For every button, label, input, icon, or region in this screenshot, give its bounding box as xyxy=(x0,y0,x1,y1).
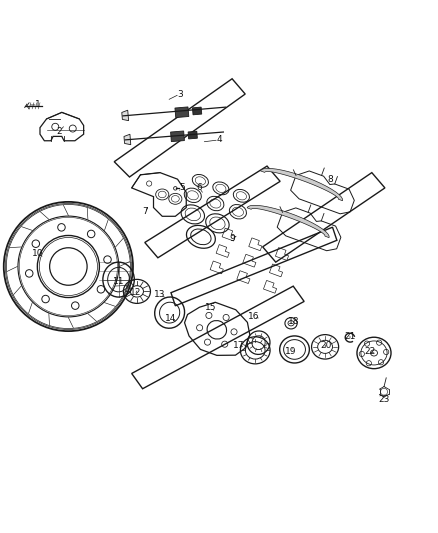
Text: 12: 12 xyxy=(131,288,142,297)
Polygon shape xyxy=(188,131,198,139)
Polygon shape xyxy=(170,131,184,142)
Polygon shape xyxy=(124,134,131,144)
Text: 16: 16 xyxy=(248,312,260,321)
Text: 7: 7 xyxy=(142,207,148,216)
Text: 4: 4 xyxy=(216,135,222,144)
Text: 23: 23 xyxy=(378,395,390,404)
Polygon shape xyxy=(192,107,202,115)
Text: 17: 17 xyxy=(233,341,244,350)
Text: 15: 15 xyxy=(205,303,216,312)
Text: 21: 21 xyxy=(344,332,356,341)
Polygon shape xyxy=(261,168,343,201)
Text: 18: 18 xyxy=(287,317,299,326)
Text: 9: 9 xyxy=(229,233,235,243)
Text: 8: 8 xyxy=(328,175,333,184)
Text: 11: 11 xyxy=(113,277,124,286)
Polygon shape xyxy=(175,107,189,118)
Text: 5: 5 xyxy=(179,183,185,192)
Text: 2: 2 xyxy=(57,127,63,136)
Text: 19: 19 xyxy=(285,347,297,356)
Text: 1: 1 xyxy=(35,100,41,109)
Text: 22: 22 xyxy=(364,347,375,356)
Text: 14: 14 xyxy=(165,314,177,324)
Text: 6: 6 xyxy=(197,183,202,192)
Polygon shape xyxy=(122,110,129,120)
Text: 10: 10 xyxy=(32,249,43,258)
Text: 13: 13 xyxy=(154,290,166,300)
Text: 20: 20 xyxy=(320,341,332,350)
Polygon shape xyxy=(247,205,329,238)
Text: 3: 3 xyxy=(177,90,183,99)
